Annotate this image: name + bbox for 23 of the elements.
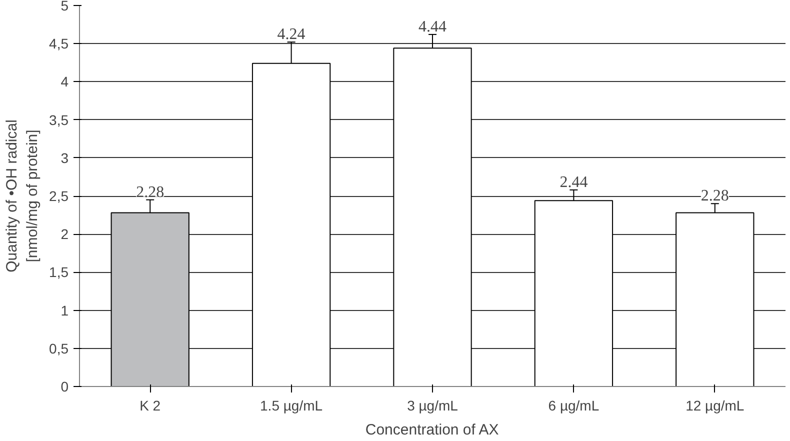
y-tick-label: 0,5 <box>49 340 69 356</box>
y-tick-label: 2 <box>60 226 69 242</box>
y-tick-label: 4,5 <box>49 36 69 52</box>
y-tick-label: 4 <box>60 74 69 90</box>
y-tick-label: 3 <box>60 150 69 166</box>
y-tick-label: 0 <box>60 378 69 394</box>
x-tick-label: K 2 <box>140 398 161 414</box>
data-label: 4.24 <box>277 26 306 44</box>
y-axis-title: Quantity of •OH radical [nmol/mg of protein] <box>4 120 42 272</box>
y-tick-label: 3,5 <box>49 112 69 128</box>
y-tick-label: 1,5 <box>49 264 69 280</box>
y-tick-label: 1 <box>60 302 69 318</box>
y-tick-label: 5 <box>60 0 69 14</box>
x-axis-title: Concentration of AX <box>365 422 499 438</box>
data-label: 2.28 <box>700 188 729 205</box>
x-tick-label: 12 µg/mL <box>686 398 744 414</box>
data-label: 2.44 <box>560 174 588 191</box>
y-tick-label: 2,5 <box>49 188 69 204</box>
x-tick-label: 6 µg/mL <box>548 398 600 414</box>
data-label: 4.44 <box>418 18 446 36</box>
data-label: 2.28 <box>136 184 164 201</box>
x-tick-label: 1.5 µg/mL <box>260 398 323 414</box>
x-tick-label: 3 µg/mL <box>407 398 458 414</box>
